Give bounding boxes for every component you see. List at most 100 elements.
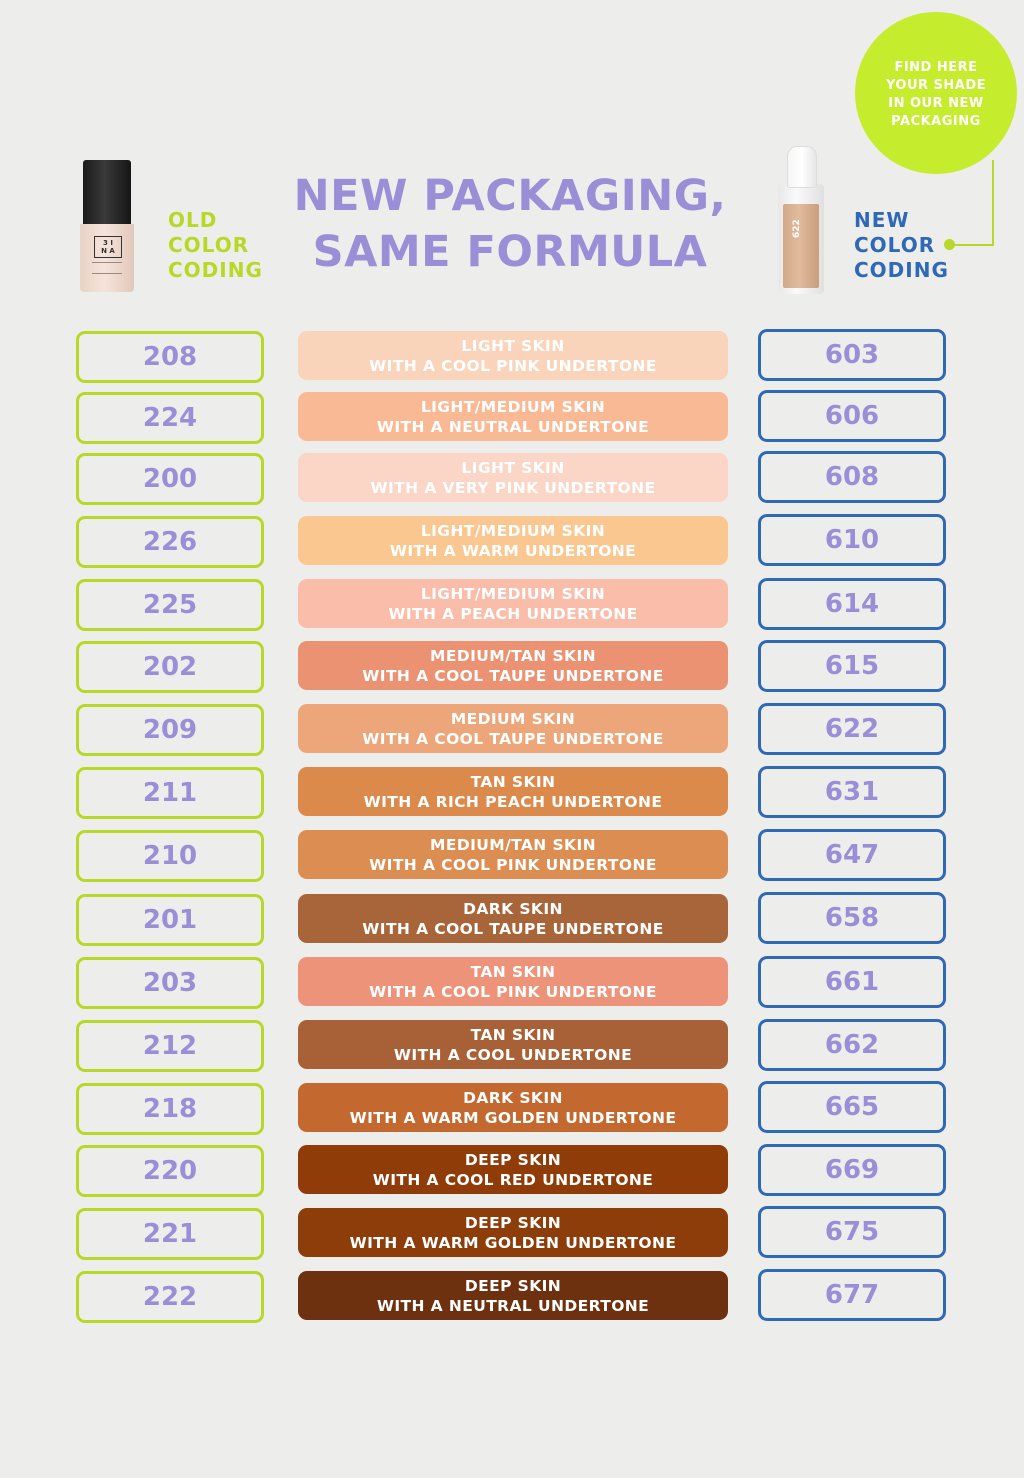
shade-undertone: WITH A NEUTRAL UNDERTONE bbox=[376, 1296, 650, 1315]
shade-description-swatch: MEDIUM SKIN WITH A COOL TAUPE UNDERTONE bbox=[298, 704, 728, 753]
old-shade-code: 200 bbox=[76, 453, 264, 505]
new-label-line-1: NEW bbox=[854, 208, 910, 232]
shade-description-swatch: LIGHT SKIN WITH A VERY PINK UNDERTONE bbox=[298, 453, 728, 502]
shade-undertone: WITH A COOL RED UNDERTONE bbox=[372, 1170, 654, 1189]
shade-skin-tone: LIGHT SKIN bbox=[461, 458, 565, 477]
shade-undertone: WITH A COOL PINK UNDERTONE bbox=[369, 356, 657, 375]
new-shade-code: 665 bbox=[758, 1081, 946, 1133]
shade-undertone: WITH A WARM UNDERTONE bbox=[389, 541, 637, 560]
shade-description-swatch: DEEP SKIN WITH A NEUTRAL UNDERTONE bbox=[298, 1271, 728, 1320]
shade-skin-tone: MEDIUM/TAN SKIN bbox=[430, 646, 596, 665]
old-shade-code: 203 bbox=[76, 957, 264, 1009]
new-shade-code: 658 bbox=[758, 892, 946, 944]
shade-skin-tone: TAN SKIN bbox=[470, 962, 556, 981]
shade-undertone: WITH A WARM GOLDEN UNDERTONE bbox=[349, 1233, 677, 1252]
badge-connector-line bbox=[992, 160, 994, 246]
new-shade-code: 662 bbox=[758, 1019, 946, 1071]
old-bottle-glass bbox=[80, 224, 134, 292]
new-shade-code: 614 bbox=[758, 578, 946, 630]
shade-undertone: WITH A COOL PINK UNDERTONE bbox=[369, 982, 657, 1001]
shade-description-swatch: DEEP SKIN WITH A WARM GOLDEN UNDERTONE bbox=[298, 1208, 728, 1257]
shade-skin-tone: LIGHT/MEDIUM SKIN bbox=[420, 584, 606, 603]
badge-text: FIND HERE YOUR SHADE IN OUR NEW PACKAGIN… bbox=[885, 60, 987, 129]
old-shade-code: 212 bbox=[76, 1020, 264, 1072]
shade-skin-tone: DEEP SKIN bbox=[464, 1213, 562, 1232]
new-shade-code: 631 bbox=[758, 766, 946, 818]
old-shade-code: 224 bbox=[76, 392, 264, 444]
old-shade-code: 221 bbox=[76, 1208, 264, 1260]
shade-skin-tone: DARK SKIN bbox=[463, 899, 563, 918]
shade-description-swatch: MEDIUM/TAN SKIN WITH A COOL PINK UNDERTON… bbox=[298, 830, 728, 879]
shade-skin-tone: DARK SKIN bbox=[463, 1088, 563, 1107]
shade-undertone: WITH A COOL PINK UNDERTONE bbox=[369, 855, 657, 874]
shade-description-swatch: TAN SKIN WITH A COOL UNDERTONE bbox=[298, 1020, 728, 1069]
new-shade-code: 669 bbox=[758, 1144, 946, 1196]
new-shade-code: 603 bbox=[758, 329, 946, 381]
old-color-coding-label: OLD COLOR CODING bbox=[168, 208, 263, 283]
shade-description-swatch: MEDIUM/TAN SKIN WITH A COOL TAUPE UNDERTO… bbox=[298, 641, 728, 690]
new-label-line-3: CODING bbox=[854, 258, 949, 282]
old-shade-code: 208 bbox=[76, 331, 264, 383]
shade-skin-tone: TAN SKIN bbox=[470, 772, 556, 791]
shade-description-swatch: LIGHT SKIN WITH A COOL PINK UNDERTONE bbox=[298, 331, 728, 380]
old-bottle-cap bbox=[83, 160, 131, 224]
shade-undertone: WITH A NEUTRAL UNDERTONE bbox=[376, 417, 650, 436]
shade-description-swatch: LIGHT/MEDIUM SKIN WITH A NEUTRAL UNDERTON… bbox=[298, 392, 728, 441]
old-shade-code: 218 bbox=[76, 1083, 264, 1135]
new-bottle-image: 622 bbox=[778, 146, 824, 294]
shade-description-swatch: DEEP SKIN WITH A COOL RED UNDERTONE bbox=[298, 1145, 728, 1194]
shade-undertone: WITH A PEACH UNDERTONE bbox=[388, 604, 638, 623]
title-line-2: SAME FORMULA bbox=[312, 227, 708, 277]
old-shade-code: 222 bbox=[76, 1271, 264, 1323]
shade-undertone: WITH A WARM GOLDEN UNDERTONE bbox=[349, 1108, 677, 1127]
shade-skin-tone: LIGHT/MEDIUM SKIN bbox=[420, 521, 606, 540]
old-shade-code: 209 bbox=[76, 704, 264, 756]
shade-skin-tone: MEDIUM/TAN SKIN bbox=[430, 835, 596, 854]
find-shade-badge: FIND HERE YOUR SHADE IN OUR NEW PACKAGIN… bbox=[855, 12, 1017, 174]
old-label-line-1: OLD bbox=[168, 208, 218, 232]
shade-undertone: WITH A COOL TAUPE UNDERTONE bbox=[362, 919, 664, 938]
shade-skin-tone: LIGHT/MEDIUM SKIN bbox=[420, 397, 606, 416]
new-shade-code: 675 bbox=[758, 1206, 946, 1258]
old-shade-code: 210 bbox=[76, 830, 264, 882]
shade-skin-tone: DEEP SKIN bbox=[464, 1276, 562, 1295]
badge-connector-line-horizontal bbox=[950, 244, 994, 246]
shade-undertone: WITH A COOL UNDERTONE bbox=[393, 1045, 633, 1064]
shade-skin-tone: LIGHT SKIN bbox=[461, 336, 565, 355]
new-shade-code: 677 bbox=[758, 1269, 946, 1321]
title-line-1: NEW PACKAGING, bbox=[293, 171, 727, 221]
shade-description-swatch: LIGHT/MEDIUM SKIN WITH A PEACH UNDERTONE bbox=[298, 579, 728, 628]
shade-description-swatch: DARK SKIN WITH A WARM GOLDEN UNDERTONE bbox=[298, 1083, 728, 1132]
old-label-line-3: CODING bbox=[168, 258, 263, 282]
shade-undertone: WITH A VERY PINK UNDERTONE bbox=[370, 478, 656, 497]
shade-description-swatch: DARK SKIN WITH A COOL TAUPE UNDERTONE bbox=[298, 894, 728, 943]
shade-description-swatch: TAN SKIN WITH A RICH PEACH UNDERTONE bbox=[298, 767, 728, 816]
old-bottle-label-lines bbox=[92, 262, 122, 274]
old-shade-code: 220 bbox=[76, 1145, 264, 1197]
new-shade-code: 647 bbox=[758, 829, 946, 881]
old-label-line-2: COLOR bbox=[168, 233, 250, 257]
new-label-line-2: COLOR bbox=[854, 233, 936, 257]
new-shade-code: 610 bbox=[758, 514, 946, 566]
shade-description-swatch: LIGHT/MEDIUM SKIN WITH A WARM UNDERTONE bbox=[298, 516, 728, 565]
old-shade-code: 202 bbox=[76, 641, 264, 693]
old-shade-code: 225 bbox=[76, 579, 264, 631]
shade-skin-tone: TAN SKIN bbox=[470, 1025, 556, 1044]
new-shade-code: 606 bbox=[758, 390, 946, 442]
new-bottle-number: 622 bbox=[792, 219, 802, 238]
badge-connector-dot bbox=[944, 239, 955, 250]
shade-skin-tone: MEDIUM SKIN bbox=[450, 709, 576, 728]
page-title: NEW PACKAGING, SAME FORMULA bbox=[280, 168, 740, 280]
shade-undertone: WITH A COOL TAUPE UNDERTONE bbox=[362, 729, 664, 748]
old-shade-code: 211 bbox=[76, 767, 264, 819]
old-shade-code: 226 bbox=[76, 516, 264, 568]
new-shade-code: 615 bbox=[758, 640, 946, 692]
new-shade-code: 608 bbox=[758, 451, 946, 503]
shade-skin-tone: DEEP SKIN bbox=[464, 1150, 562, 1169]
new-shade-code: 661 bbox=[758, 956, 946, 1008]
new-bottle-pump bbox=[787, 146, 817, 188]
old-shade-code: 201 bbox=[76, 894, 264, 946]
shade-undertone: WITH A RICH PEACH UNDERTONE bbox=[363, 792, 663, 811]
